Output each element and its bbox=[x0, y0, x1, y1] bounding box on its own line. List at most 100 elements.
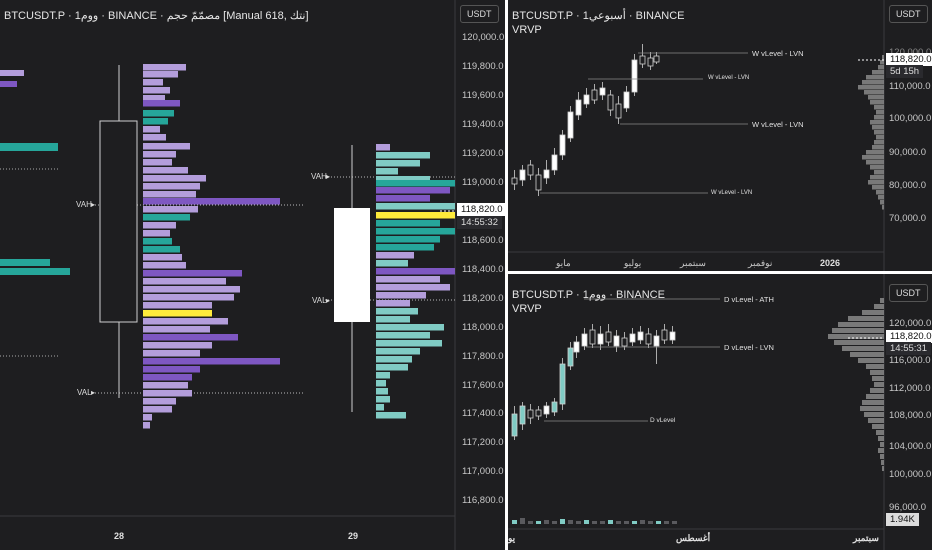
volume-bar bbox=[376, 252, 414, 259]
candle bbox=[613, 335, 620, 347]
profile-bar bbox=[866, 150, 884, 155]
weekly-x-label: يوليو bbox=[624, 258, 642, 268]
candle-29-volume-profile bbox=[376, 144, 455, 419]
volume-bar bbox=[143, 238, 172, 245]
profile-bar bbox=[870, 175, 884, 180]
candle bbox=[631, 59, 638, 93]
weekly-x-label: نوفمبر bbox=[748, 258, 773, 268]
weekly-volume-profile bbox=[858, 55, 884, 210]
horizontal-divider[interactable] bbox=[508, 271, 932, 274]
left-price-tick: 118,000.0 bbox=[462, 322, 504, 333]
val-arrow-28: ▸ bbox=[91, 388, 96, 397]
volume-bar bbox=[376, 348, 420, 355]
candle bbox=[637, 331, 644, 341]
daily-volume-value: 1.94K bbox=[886, 513, 919, 526]
weekly-indicator-label: VRVP bbox=[512, 24, 542, 36]
profile-bar bbox=[880, 200, 884, 205]
candle bbox=[543, 405, 550, 415]
volume-bar bbox=[376, 195, 430, 202]
volume-bar bbox=[143, 334, 238, 341]
profile-bar bbox=[878, 195, 884, 200]
daily-chart-canvas[interactable] bbox=[508, 274, 932, 550]
vertical-divider[interactable] bbox=[505, 0, 508, 550]
profile-bar bbox=[848, 316, 884, 321]
volume-bar bbox=[376, 412, 406, 419]
profile-bar bbox=[874, 140, 884, 145]
profile-bar bbox=[874, 130, 884, 135]
volume-bar bbox=[376, 356, 412, 363]
x-label-28: 28 bbox=[114, 531, 125, 541]
volume-bar bbox=[143, 246, 180, 253]
volume-bar bbox=[376, 236, 440, 243]
profile-bar bbox=[876, 135, 884, 140]
left-price-tick: 117,600.0 bbox=[462, 380, 504, 391]
volume-bar bbox=[376, 152, 430, 159]
left-chart-pane[interactable]: BTCUSDT.P · 1ووم · BINANCE · مصمّمّ حجم … bbox=[0, 0, 505, 550]
volume-bar bbox=[656, 521, 661, 524]
volume-bar bbox=[376, 404, 384, 411]
volume-bar bbox=[376, 372, 390, 379]
volume-bar bbox=[143, 134, 166, 141]
candle bbox=[567, 111, 574, 139]
volume-bar bbox=[576, 521, 581, 524]
left-edge-profile bbox=[0, 70, 70, 275]
profile-bar bbox=[868, 418, 884, 423]
left-price-tick: 119,600.0 bbox=[462, 90, 504, 101]
volume-bar bbox=[376, 380, 386, 387]
profile-bar bbox=[870, 120, 884, 125]
edge-bar bbox=[0, 70, 24, 76]
candle bbox=[669, 331, 676, 341]
volume-bar bbox=[376, 276, 440, 283]
volume-bar bbox=[143, 222, 176, 229]
vah-label-28: VAH bbox=[76, 200, 92, 209]
candle bbox=[527, 409, 534, 419]
profile-bar bbox=[870, 388, 884, 393]
profile-bar bbox=[866, 75, 884, 80]
weekly-level-label: W vLevel - LVN bbox=[752, 49, 804, 58]
candle bbox=[535, 409, 542, 417]
profile-bar bbox=[842, 346, 884, 351]
daily-chart-pane[interactable]: BTCUSDT.P · 1ووم · BINANCE VRVP D vLevel… bbox=[508, 274, 932, 550]
weekly-chart-canvas[interactable] bbox=[508, 0, 932, 271]
daily-level-label: D vLevel - LVN bbox=[724, 343, 774, 352]
volume-bar bbox=[376, 300, 410, 307]
weekly-top-tick: 120,000.0 bbox=[889, 47, 931, 58]
candle bbox=[511, 177, 518, 185]
profile-bar bbox=[860, 406, 884, 411]
volume-bar bbox=[376, 187, 450, 194]
left-current-price: 118,820.0 bbox=[457, 203, 505, 216]
volume-bar bbox=[376, 316, 410, 323]
volume-bar bbox=[376, 340, 442, 347]
volume-bar bbox=[143, 214, 190, 221]
daily-x-label: أغسطس bbox=[676, 533, 711, 543]
candle bbox=[661, 329, 668, 341]
daily-price-tick: 100,000.0 bbox=[889, 469, 932, 480]
candle bbox=[599, 87, 606, 96]
left-price-tick: 117,800.0 bbox=[462, 351, 504, 362]
profile-bar bbox=[874, 170, 884, 175]
volume-bar bbox=[143, 366, 200, 373]
profile-bar bbox=[870, 165, 884, 170]
profile-bar bbox=[850, 352, 884, 357]
profile-bar bbox=[862, 80, 884, 85]
daily-price-tick: 116,000.0 bbox=[889, 355, 931, 366]
left-currency-badge[interactable]: USDT bbox=[460, 5, 499, 23]
volume-bar bbox=[143, 71, 178, 78]
daily-countdown: 14:55:31 bbox=[886, 342, 931, 355]
candle bbox=[559, 134, 566, 156]
weekly-currency-badge[interactable]: USDT bbox=[889, 5, 928, 23]
weekly-x-label: سبتمبر bbox=[680, 258, 706, 268]
candle bbox=[575, 99, 582, 116]
weekly-current-price: 118,820.0 bbox=[886, 53, 932, 66]
candle-29-body bbox=[334, 208, 370, 322]
volume-bar bbox=[143, 294, 234, 301]
daily-chart-title: BTCUSDT.P · 1ووم · BINANCE bbox=[512, 289, 665, 301]
left-chart-canvas[interactable] bbox=[0, 0, 505, 550]
daily-price-tick: 112,000.0 bbox=[889, 383, 931, 394]
profile-bar bbox=[878, 448, 884, 453]
weekly-chart-pane[interactable]: BTCUSDT.P · 1أسبوعي · BINANCE VRVP W vLe… bbox=[508, 0, 932, 271]
daily-currency-badge[interactable]: USDT bbox=[889, 284, 928, 302]
volume-bar bbox=[528, 521, 533, 524]
profile-bar bbox=[834, 340, 884, 345]
volume-bar bbox=[143, 64, 186, 71]
